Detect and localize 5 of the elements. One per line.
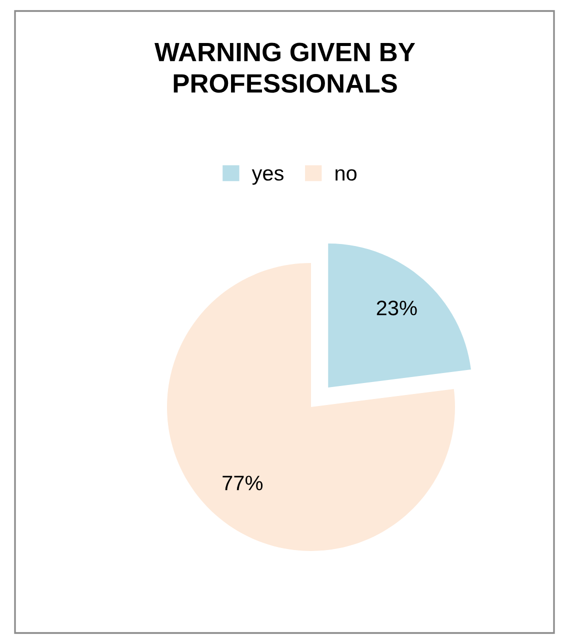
legend-label: no — [336, 169, 357, 181]
legend-label: yes — [252, 169, 284, 185]
data-label: 77% — [222, 476, 263, 490]
chart-title: WARNING GIVEN BY PROFESSIONALS — [154, 42, 416, 93]
data-label: 23% — [376, 300, 417, 316]
